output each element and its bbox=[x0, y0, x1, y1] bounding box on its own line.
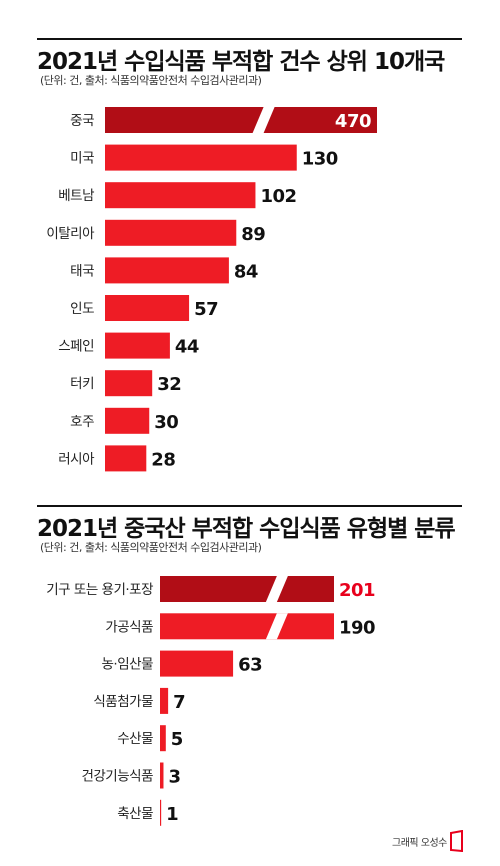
category-label: 이탈리아 bbox=[46, 226, 95, 242]
chart-1-title: 2021년 수입식품 부적합 건수 상위 10개국 bbox=[37, 49, 445, 75]
bar bbox=[105, 144, 297, 171]
value-label: 89 bbox=[241, 224, 265, 245]
value-label: 7 bbox=[173, 692, 185, 713]
category-label: 러시아 bbox=[58, 451, 95, 467]
top-rule-1 bbox=[37, 38, 462, 40]
category-label: 스페인 bbox=[58, 339, 94, 355]
category-label: 기구 또는 용기·포장 bbox=[46, 582, 153, 598]
bar bbox=[160, 799, 162, 826]
bar bbox=[160, 687, 169, 714]
bar bbox=[105, 407, 150, 434]
category-label: 인도 bbox=[70, 301, 94, 317]
value-label: 28 bbox=[151, 449, 175, 470]
value-label: 5 bbox=[171, 729, 183, 750]
category-label: 베트남 bbox=[58, 188, 94, 204]
bar bbox=[160, 725, 166, 752]
value-label: 102 bbox=[260, 186, 296, 207]
bar bbox=[105, 219, 237, 246]
category-label: 건강기능식품 bbox=[81, 769, 153, 785]
publisher-logo-icon bbox=[450, 830, 463, 852]
bar bbox=[105, 257, 229, 284]
value-label: 63 bbox=[238, 655, 262, 676]
value-label: 44 bbox=[175, 337, 199, 358]
category-label: 호주 bbox=[70, 414, 94, 430]
value-label: 201 bbox=[339, 580, 375, 601]
top-rule-2 bbox=[37, 505, 462, 507]
bar bbox=[105, 107, 377, 133]
graphic-credit: 그래픽 오성수 bbox=[392, 838, 447, 849]
category-label: 태국 bbox=[70, 263, 94, 279]
value-label: 84 bbox=[234, 261, 258, 282]
chart-2-title: 2021년 중국산 부적합 수입식품 유형별 분류 bbox=[37, 516, 456, 542]
value-label: 57 bbox=[194, 299, 218, 320]
bar bbox=[105, 332, 170, 359]
bar bbox=[105, 182, 256, 209]
chart-1-note: (단위: 건, 출처: 식품의약품안전처 수입검사관리과) bbox=[40, 74, 262, 87]
bar bbox=[160, 650, 234, 677]
bar bbox=[160, 576, 334, 602]
bar bbox=[105, 295, 190, 321]
value-label: 470 bbox=[335, 111, 371, 132]
value-label: 30 bbox=[154, 412, 178, 433]
category-label: 미국 bbox=[70, 151, 94, 167]
value-label: 190 bbox=[339, 617, 375, 638]
category-label: 터키 bbox=[70, 376, 94, 392]
category-label: 농·임산물 bbox=[102, 657, 154, 673]
category-label: 식품첨가물 bbox=[93, 694, 153, 710]
axis-break-mark bbox=[252, 107, 275, 133]
category-label: 축산물 bbox=[117, 806, 153, 822]
bar bbox=[160, 613, 334, 640]
chart-2-note: (단위: 건, 출처: 식품의약품안전처 수입검사관리과) bbox=[40, 541, 262, 554]
bar bbox=[105, 445, 147, 472]
axis-break-mark bbox=[265, 613, 288, 640]
bar bbox=[160, 762, 164, 789]
value-label: 1 bbox=[166, 804, 178, 825]
category-label: 수산물 bbox=[117, 731, 153, 747]
axis-break-mark bbox=[265, 576, 288, 602]
chart-1-plot: 중국 470 미국 130 베트남 102 이탈리아 89 태국 84 인도 57 스페인 44 터키 32 호… bbox=[46, 107, 377, 472]
bar bbox=[105, 370, 153, 397]
chart-2-plot: 기구 또는 용기·포장 201 가공식품 190 농·임산물 63 식품첨가물 7 수산물 5 건강… bbox=[46, 576, 376, 826]
category-label: 중국 bbox=[70, 113, 94, 129]
value-label: 32 bbox=[157, 374, 181, 395]
value-label: 3 bbox=[168, 767, 180, 788]
value-label: 130 bbox=[302, 149, 338, 170]
category-label: 가공식품 bbox=[105, 619, 153, 635]
